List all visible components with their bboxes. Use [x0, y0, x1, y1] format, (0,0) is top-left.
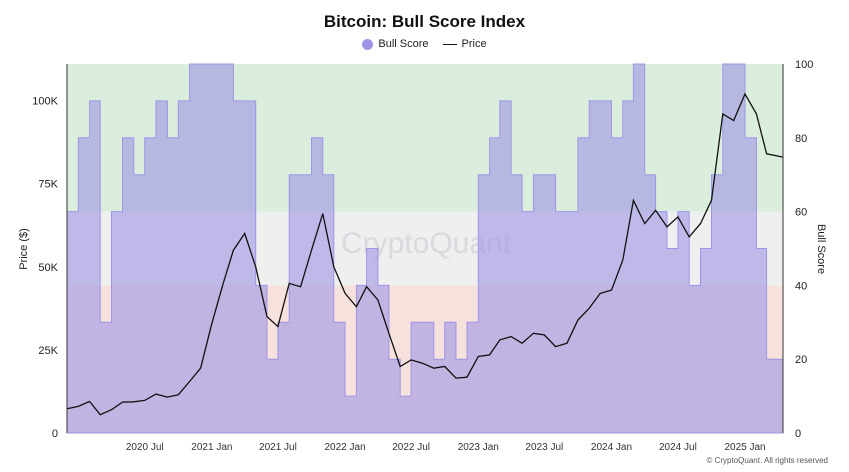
legend-swatch-bull-score [362, 38, 374, 50]
price-series [66, 92, 784, 416]
y-tick-label-right: 100 [795, 59, 813, 71]
legend-label-price: Price [461, 38, 487, 50]
axes [66, 64, 784, 433]
y-tick-label-left: 75K [38, 179, 58, 191]
legend-item-bull-score[interactable]: Bull Score [362, 38, 429, 50]
bull-score-series [66, 63, 784, 434]
legend-swatch-price [442, 43, 457, 45]
x-tick-label: 2025 Jan [724, 442, 765, 453]
y-tick-label-right: 80 [795, 133, 807, 145]
y-tick-label-left: 0 [52, 428, 58, 440]
y-tick-label-left: 50K [38, 262, 58, 274]
legend-label-bull-score: Bull Score [378, 38, 429, 50]
legend-item-price[interactable]: Price [442, 38, 487, 50]
y-tick-label-left: 25K [38, 345, 58, 357]
x-tick-label: 2021 Jul [259, 442, 297, 453]
chart-title: Bitcoin: Bull Score Index [323, 12, 526, 31]
legend: Bull Score Price [0, 38, 849, 50]
x-tick-label: 2023 Jan [458, 442, 499, 453]
x-tick-label: 2024 Jul [659, 442, 697, 453]
y-tick-label-right: 60 [795, 207, 807, 219]
x-tick-label: 2022 Jan [325, 442, 366, 453]
left-axis-ticks: 0 25K 50K 75K 100K [32, 96, 58, 440]
price-line [66, 92, 784, 416]
bull-score-area [66, 63, 784, 434]
y-tick-label-left: 100K [32, 96, 58, 108]
x-tick-label: 2023 Jul [525, 442, 563, 453]
y-tick-label-right: 40 [795, 280, 807, 292]
x-tick-label: 2022 Jul [392, 442, 430, 453]
right-axis-ticks: 0 20 40 60 80 100 [795, 59, 813, 440]
y-axis-label-left: Price ($) [18, 228, 30, 270]
y-tick-label-right: 0 [795, 428, 801, 440]
copyright-footer: © CryptoQuant. All rights reserved [706, 456, 829, 465]
x-tick-label: 2021 Jan [191, 442, 232, 453]
x-tick-label: 2024 Jan [591, 442, 632, 453]
y-tick-label-right: 20 [795, 354, 807, 366]
x-axis-ticks: 2020 Jul 2021 Jan 2021 Jul 2022 Jan 2022 Jul… [126, 442, 766, 453]
x-tick-label: 2020 Jul [126, 442, 164, 453]
y-axis-label-right: Bull Score [815, 224, 827, 274]
